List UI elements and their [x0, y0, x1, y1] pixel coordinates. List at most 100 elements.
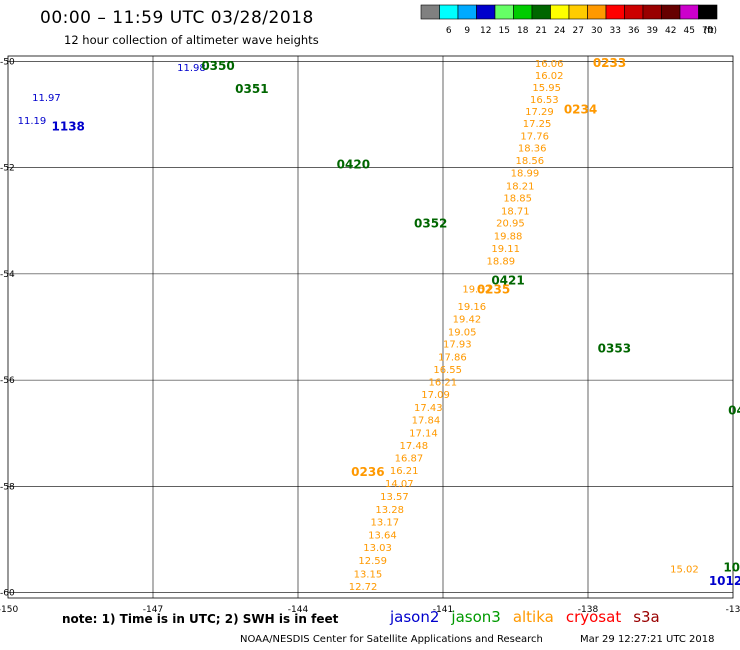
pass-time-label: 0234: [564, 102, 597, 116]
swh-data-label: 19.11: [491, 244, 520, 255]
scale-label: 9: [464, 26, 470, 36]
pass-time-label: 1138: [52, 119, 85, 133]
scale-label: 30: [591, 26, 603, 36]
scale-label: 15: [499, 26, 510, 36]
swh-data-label: 16.87: [395, 453, 424, 464]
swh-data-label: 17.43: [414, 403, 443, 414]
swh-data-label: 18.21: [506, 181, 535, 192]
swh-data-label: 17.84: [412, 416, 441, 427]
scale-label: 21: [536, 26, 547, 36]
scale-label: 27: [573, 26, 584, 36]
scale-label: 39: [647, 26, 659, 36]
y-tick-label: -60: [0, 589, 15, 599]
scale-label: 42: [665, 26, 676, 36]
swh-data-label: 17.76: [520, 131, 549, 142]
chart-subtitle: 12 hour collection of altimeter wave hei…: [64, 33, 319, 47]
scale-label: 45: [684, 26, 695, 36]
legend-altika: altika: [512, 608, 554, 626]
swh-data-label: 12.59: [358, 556, 387, 567]
x-tick-label: -144: [288, 605, 309, 615]
swh-data-label: 16.02: [535, 71, 564, 82]
footnote: note: 1) Time is in UTC; 2) SWH is in fe…: [62, 612, 339, 626]
swh-data-label: 13.17: [371, 518, 400, 529]
pass-time-label: 0236: [351, 465, 384, 479]
pass-time-label: 0350: [201, 59, 234, 73]
swh-data-label: 18.71: [501, 206, 530, 217]
pass-time-label: 1012: [709, 574, 740, 588]
swh-data-label: 13.57: [380, 492, 409, 503]
swh-data-label: 12.72: [349, 582, 378, 593]
y-tick-label: -54: [0, 270, 15, 280]
swh-data-label: 16.53: [530, 95, 559, 106]
swh-data-label: 17.29: [525, 107, 554, 118]
scale-label: 6: [446, 26, 452, 36]
swh-data-label: 19.52: [462, 284, 491, 295]
swh-data-label: 17.93: [443, 340, 472, 351]
color-scale-legend: 6 9 12 15 18 21 24 27 30 33 36 39 42 45 70(ft): [420, 4, 718, 36]
swh-data-label: 13.28: [375, 505, 404, 516]
swh-data-label: 14.07: [385, 479, 414, 490]
swh-data-label: 19.88: [494, 231, 523, 242]
swh-data-label: 20.95: [496, 219, 525, 230]
swh-data-label: 18.36: [518, 144, 547, 155]
swh-data-label: 11.98: [177, 63, 206, 74]
scale-label: 12: [480, 26, 491, 36]
plot-frame: [7, 55, 734, 599]
y-tick-label: -50: [0, 57, 15, 67]
x-tick-label: -13: [726, 605, 740, 615]
pass-time-label: 0353: [598, 342, 631, 356]
swh-data-label: 16.21: [390, 466, 419, 477]
credit-line: NOAA/NESDIS Center for Satellite Applica…: [240, 634, 543, 645]
swh-data-label: 17.25: [523, 119, 552, 130]
pass-time-label: 0233: [593, 56, 626, 70]
scale-swatch: [698, 4, 718, 20]
swh-data-label: 19.05: [448, 328, 477, 339]
scale-label: 33: [610, 26, 621, 36]
x-tick-label: -141: [433, 605, 453, 615]
legend-cryosat: cryosat: [565, 608, 622, 626]
satellite-legend: jason2 jason3 altika cryosat s3a: [390, 608, 660, 626]
x-tick-label: -147: [143, 605, 163, 615]
swh-data-label: 11.19: [18, 116, 47, 127]
x-tick-label: -150: [0, 605, 18, 615]
pass-time-label: 0351: [235, 82, 268, 96]
swh-data-label: 16.21: [429, 377, 458, 388]
legend-jason2: jason2: [390, 608, 440, 626]
scale-label: 24: [554, 26, 566, 36]
swh-data-label: 17.48: [400, 441, 429, 452]
legend-s3a: s3a: [633, 608, 660, 626]
chart-title: 00:00 – 11:59 UTC 03/28/2018: [40, 8, 314, 28]
y-tick-label: -58: [0, 482, 15, 492]
generated-timestamp: Mar 29 12:27:21 UTC 2018: [580, 634, 715, 645]
swh-data-label: 13.03: [363, 543, 392, 554]
swh-data-label: 19.16: [458, 302, 487, 313]
swh-data-label: 15.02: [670, 564, 699, 575]
swh-data-label: 18.89: [487, 256, 516, 267]
pass-time-label: 0421: [491, 273, 524, 287]
scale-label: 70: [702, 26, 714, 36]
legend-jason3: jason3: [451, 608, 501, 626]
swh-data-label: 16.06: [535, 59, 564, 70]
swh-data-label: 19.42: [453, 315, 482, 326]
pass-time-label: 0422: [728, 404, 740, 418]
swh-data-label: 18.99: [511, 169, 540, 180]
pass-time-label: 1013: [723, 560, 740, 574]
swh-data-label: 18.56: [516, 156, 545, 167]
swh-data-label: 17.86: [438, 352, 467, 363]
pass-time-label: 0420: [337, 158, 370, 172]
scale-label: 36: [628, 26, 640, 36]
scale-label: 18: [517, 26, 529, 36]
swh-data-label: 18.85: [503, 194, 532, 205]
swh-data-label: 13.15: [354, 569, 383, 580]
x-tick-label: -138: [578, 605, 599, 615]
pass-time-label: 0235: [477, 283, 510, 297]
pass-time-label: 0352: [414, 217, 447, 231]
y-tick-label: -52: [0, 164, 15, 174]
swh-data-label: 17.09: [421, 390, 450, 401]
swh-data-label: 15.95: [532, 83, 561, 94]
swh-data-label: 16.55: [433, 365, 462, 376]
y-tick-label: -56: [0, 376, 15, 386]
swh-data-label: 11.97: [32, 93, 61, 104]
